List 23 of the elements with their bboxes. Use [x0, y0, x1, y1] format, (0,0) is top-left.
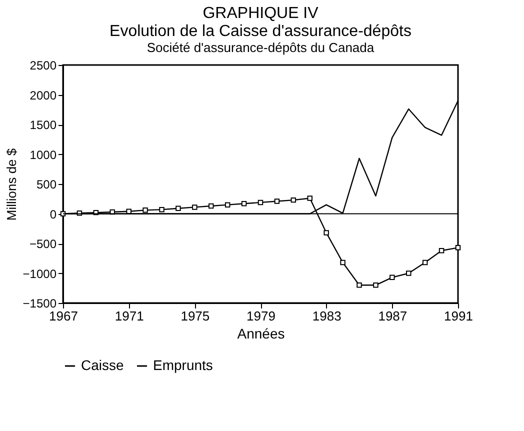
y-axis-title: Millions de $	[4, 148, 19, 221]
legend-label: Emprunts	[153, 357, 213, 373]
x-tick-label: 1979	[246, 308, 276, 324]
y-tick-label: 1000	[30, 148, 57, 162]
x-tick-label: 1991	[444, 308, 473, 324]
text: Evolution de la Caisse d'assurance-dépôts	[110, 23, 412, 40]
x-tick-label: 1975	[180, 308, 210, 324]
y-tick-label: 500	[36, 178, 57, 192]
x-tick-label: 1967	[49, 308, 78, 324]
y-tick-label: 2500	[30, 58, 57, 72]
y-tick-label: 1500	[30, 118, 57, 132]
x-tick-label: 1983	[312, 308, 342, 324]
x-tick-label: 1971	[114, 308, 144, 324]
legend-label: Caisse	[81, 357, 124, 373]
y-tick-label: 0	[50, 207, 57, 222]
y-tick-label: −1000	[22, 266, 57, 281]
x-axis-title: Années	[237, 326, 285, 342]
text: GRAPHIQUE IV	[202, 5, 318, 22]
y-tick-label: −500	[29, 237, 57, 251]
y-tick-label: −1500	[22, 296, 57, 310]
x-tick-label: 1987	[378, 308, 408, 324]
chart-subtitle: Société d'assurance-dépôts du Canada	[146, 40, 375, 55]
y-tick-label: 2000	[30, 88, 57, 102]
